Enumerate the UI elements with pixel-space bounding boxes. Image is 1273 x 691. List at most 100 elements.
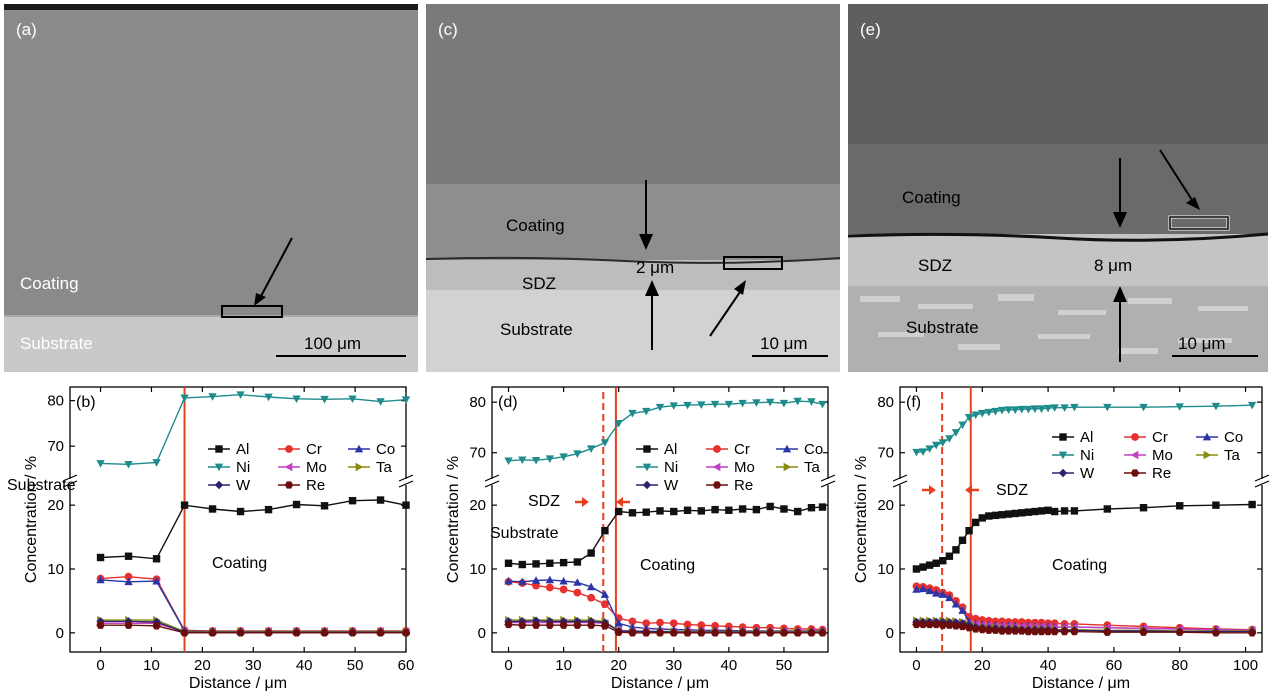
legend-marker-ni: [642, 463, 652, 472]
data-point-ni: [504, 457, 513, 466]
data-point-ni: [264, 393, 273, 402]
data-point-ni: [938, 439, 947, 447]
data-point-al: [919, 563, 927, 571]
data-point-co: [932, 589, 941, 597]
data-point-al: [1103, 505, 1112, 513]
legend-label-co: Co: [804, 441, 823, 458]
axis-break-mark: [398, 474, 414, 482]
data-point-re: [779, 629, 789, 637]
data-point-co: [545, 575, 555, 584]
data-point-re: [531, 621, 541, 629]
data-point-re: [991, 626, 1000, 634]
series-al: [912, 500, 1256, 573]
data-point-ni: [614, 420, 623, 428]
data-point-co: [531, 576, 541, 584]
data-point-re: [628, 629, 637, 637]
data-point-cr: [669, 619, 678, 628]
legend: Al Cr Co Ni Mo Ta W Re: [1052, 429, 1243, 482]
data-point-ni: [765, 398, 775, 407]
data-point-al: [124, 552, 133, 560]
sdz-label: SDZ: [918, 256, 952, 275]
data-point-al: [1176, 502, 1184, 510]
data-point-ni: [964, 413, 974, 422]
legend-marker-ta: [355, 462, 364, 472]
analysis-box: [221, 305, 283, 318]
panel-tag: (a): [16, 20, 37, 39]
data-point-al: [559, 558, 568, 567]
series-line-ni: [508, 400, 823, 462]
y-tick-label: 80: [47, 393, 64, 410]
substrate-annotation: Substrate: [490, 525, 559, 542]
data-point-re: [971, 625, 980, 633]
legend-label-re: Re: [1152, 465, 1171, 482]
data-point-re: [964, 624, 974, 632]
series-line-al: [100, 499, 407, 560]
panel-tag: (d): [498, 394, 518, 411]
data-point-ni: [180, 394, 189, 403]
legend-marker-al: [215, 445, 223, 453]
data-point-re: [669, 629, 678, 637]
axis-break-mark: [1254, 474, 1270, 482]
data-point-re: [600, 622, 610, 630]
data-point-ni: [951, 429, 961, 437]
data-point-al: [1050, 507, 1059, 516]
x-tick-label: 80: [1171, 657, 1188, 674]
x-tick-label: 40: [1040, 657, 1057, 674]
data-point-ni: [401, 396, 411, 404]
panel-tag: (c): [438, 20, 458, 39]
data-point-al: [518, 560, 526, 569]
y-tick-label: 0: [478, 625, 486, 642]
axis-break-mark: [398, 480, 414, 488]
data-point-re: [518, 621, 527, 629]
data-point-al: [670, 507, 678, 516]
data-point-al: [642, 508, 650, 516]
sdz-label: SDZ: [522, 274, 556, 293]
legend-label-co: Co: [376, 441, 395, 458]
data-point-al: [985, 512, 993, 520]
legend-marker-cr: [713, 445, 721, 453]
data-point-re: [925, 620, 934, 629]
data-point-al: [656, 507, 664, 515]
data-point-re: [818, 629, 827, 637]
data-point-ni: [912, 448, 921, 457]
plot-frame: [491, 386, 829, 653]
data-point-al: [1070, 507, 1079, 515]
data-point-cr: [697, 621, 706, 630]
micrograph-a: (a) Coating Substrate 100 μm: [4, 4, 418, 372]
data-point-ni: [978, 409, 987, 418]
data-point-al: [532, 560, 540, 568]
data-point-al: [932, 559, 940, 567]
data-point-cr: [601, 600, 609, 609]
legend-label-w: W: [236, 477, 251, 494]
data-point-co: [945, 593, 954, 602]
data-point-ni: [208, 393, 217, 401]
data-point-ni: [1024, 405, 1033, 414]
micrograph-c: (c) Coating 2 μm SDZ Substrate 10 μm: [426, 4, 840, 372]
data-point-re: [951, 622, 961, 630]
data-point-ni: [600, 439, 610, 447]
y-tick-label: 0: [56, 625, 64, 642]
data-point-ni: [320, 395, 329, 404]
legend-label-cr: Cr: [734, 441, 750, 458]
data-point-ni: [1037, 405, 1046, 413]
data-point-al: [818, 503, 827, 511]
data-point-re: [586, 621, 596, 629]
coating-label: Coating: [20, 274, 79, 293]
x-axis-label: Distance / μm: [189, 675, 287, 691]
series-line-re: [100, 624, 406, 634]
series-line-cr: [100, 575, 406, 632]
axis-break-mark: [484, 480, 500, 488]
data-point-al: [614, 507, 623, 516]
sdz-arrow-head: [616, 497, 623, 507]
sdz-arrow-head: [965, 485, 972, 495]
data-point-ni: [1004, 406, 1013, 414]
data-point-re: [710, 629, 720, 637]
coating-label: Coating: [902, 188, 961, 207]
data-point-re: [614, 628, 623, 636]
sdz-annotation: SDZ: [996, 482, 1028, 499]
data-point-ni: [779, 399, 789, 408]
axis-break-gap: [1254, 479, 1270, 485]
data-point-al: [320, 502, 329, 510]
data-point-re: [96, 621, 105, 629]
data-point-cr: [683, 620, 692, 629]
